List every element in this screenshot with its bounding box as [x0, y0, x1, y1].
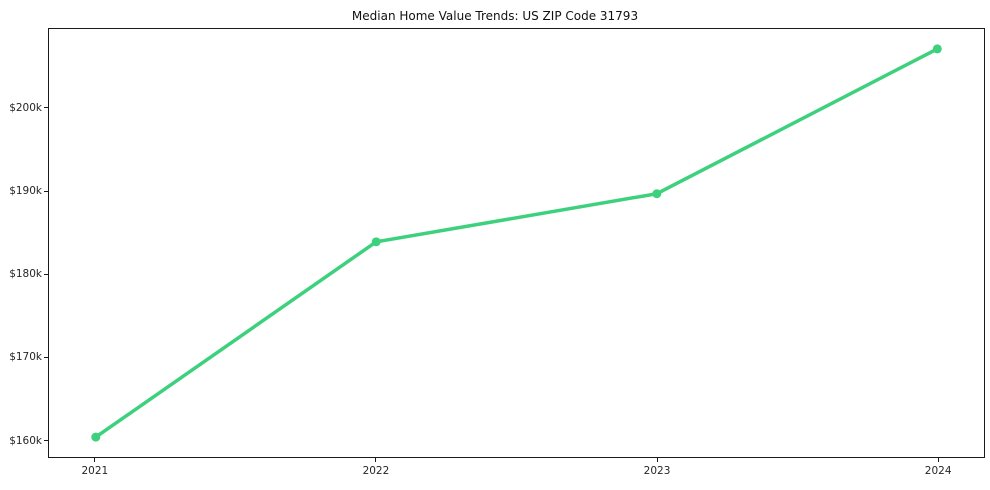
y-tick-mark	[44, 440, 48, 442]
y-tick-mark	[44, 107, 48, 109]
y-tick-mark	[44, 273, 48, 275]
x-tick-mark	[937, 458, 939, 462]
x-tick-label: 2021	[81, 465, 109, 477]
y-tick-mark	[44, 190, 48, 192]
y-tick-label: $190k	[9, 185, 42, 198]
x-tick-label: 2022	[362, 465, 390, 477]
data-point-marker	[91, 432, 101, 442]
line-series-canvas	[91, 44, 942, 442]
data-point-marker	[371, 237, 381, 247]
x-tick-mark	[94, 458, 96, 462]
y-tick-label: $170k	[9, 351, 42, 364]
y-tick-label: $180k	[9, 268, 42, 281]
data-point-marker	[652, 189, 662, 199]
x-tick-label: 2023	[643, 465, 671, 477]
x-tick-mark	[375, 458, 377, 462]
x-tick-label: 2024	[924, 465, 952, 477]
y-tick-mark	[44, 356, 48, 358]
data-point-marker	[932, 44, 942, 54]
plot-area	[48, 28, 985, 458]
trend-line	[94, 47, 940, 439]
x-tick-mark	[656, 458, 658, 462]
chart-title: Median Home Value Trends: US ZIP Code 31…	[351, 9, 639, 23]
y-tick-label: $200k	[9, 101, 42, 114]
y-tick-label: $160k	[9, 434, 42, 447]
